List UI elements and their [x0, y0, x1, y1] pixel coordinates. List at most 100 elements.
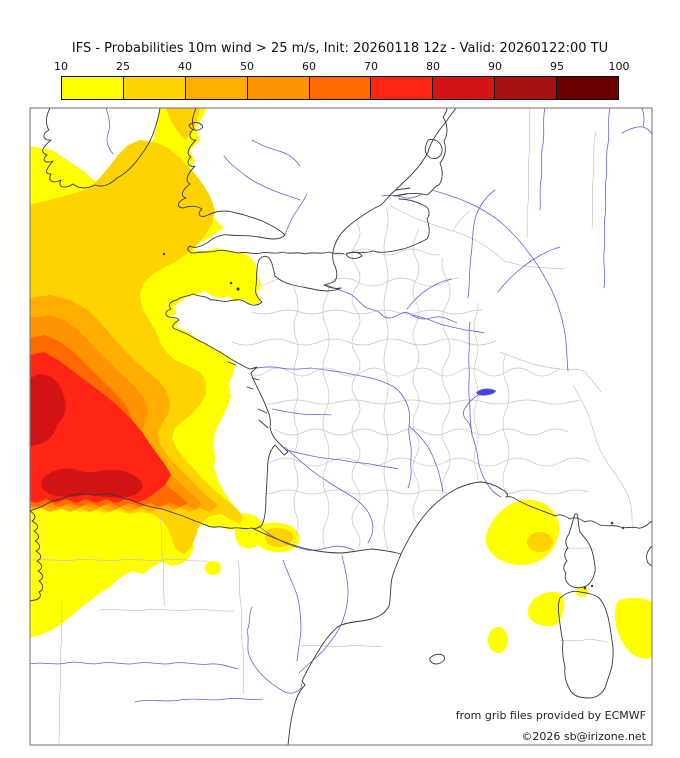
channel-island-2 [229, 281, 233, 285]
coast-france-mediterranean [400, 481, 652, 555]
admin-germany-3 [503, 260, 565, 270]
river-seine [325, 284, 458, 324]
colorbar-cell [62, 77, 124, 99]
river-oise [406, 278, 452, 310]
department-line [351, 221, 361, 552]
coast-menorca [429, 653, 446, 665]
rivers [30, 108, 652, 703]
lake-geneva [476, 388, 497, 396]
coast-sardinia [557, 590, 614, 699]
tuscan-island-1 [610, 521, 614, 525]
colorbar-tick: 95 [550, 60, 564, 73]
attribution-copyright: ©2026 sb@irizone.net [521, 730, 646, 743]
colorbar-cell [557, 77, 619, 99]
page-title: IFS - Probabilities 10m wind > 25 m/s, I… [71, 41, 609, 56]
department-line [473, 206, 479, 552]
department-line [241, 277, 591, 287]
map-frame [29, 107, 653, 746]
contour-10pct-east-sardinia [615, 597, 652, 659]
river-pyrenees-2 [298, 555, 349, 674]
contour-70pct [30, 352, 171, 503]
river-england-1 [251, 139, 301, 167]
contour-10pct-sw-blob [488, 627, 508, 653]
coast-great-britain [177, 108, 448, 255]
border-france-italy [572, 384, 634, 530]
scilly-isles [162, 252, 166, 256]
river-charente [271, 408, 332, 416]
coastlines [30, 108, 652, 745]
admin-sardinia [559, 638, 608, 643]
department-line [293, 206, 299, 552]
colorbar-cell [495, 77, 558, 99]
colorbar-tick: 40 [178, 60, 192, 73]
river-saone [468, 321, 473, 436]
river-germany-2 [603, 108, 611, 289]
border-spain-portugal [58, 600, 63, 745]
river-loire [250, 366, 412, 489]
channel-island-1 [236, 287, 240, 291]
tuscan-island-2 [621, 526, 625, 530]
admin-germany-2 [591, 131, 597, 229]
department-line [251, 489, 589, 495]
river-marne [412, 314, 485, 334]
river-england-2 [223, 155, 301, 201]
river-severn [284, 193, 308, 235]
ijsselmeer [424, 138, 443, 159]
border-belgium-germany [479, 242, 505, 262]
river-garonne [284, 446, 374, 544]
coast-continent-west [30, 108, 457, 530]
colorbar-cell [433, 77, 496, 99]
islands-west-france [227, 361, 269, 429]
coast-isle-of-wight [345, 251, 363, 259]
river-pyrenees-1 [282, 559, 302, 662]
colorbar-cell [247, 77, 310, 99]
admin-spain-2 [159, 515, 166, 607]
river-germany-1 [539, 108, 546, 211]
department-line [251, 399, 601, 405]
river-tajo [134, 698, 264, 703]
river-rhine [431, 189, 569, 372]
colorbar-tick: 70 [364, 60, 378, 73]
admin-corsica [562, 547, 596, 551]
colorbar-cell [309, 77, 372, 99]
colorbar-tick: 10 [54, 60, 68, 73]
coast-tuscany [646, 545, 652, 567]
colorbar-tick: 25 [116, 60, 130, 73]
river-rhone-lower [471, 434, 502, 498]
colorbar-cell [123, 77, 186, 99]
coast-galicia [30, 510, 44, 602]
department-line [412, 213, 420, 552]
border-switzerland [499, 351, 602, 393]
colorbar-tick: 60 [302, 60, 316, 73]
river-ebro [246, 606, 303, 694]
contour-10pct-sardinia-nw [527, 591, 565, 627]
contour-10pct-spain-dot [205, 561, 221, 575]
department-line [231, 338, 581, 346]
river-moselle [497, 246, 561, 293]
coast-spain-mediterranean [287, 553, 402, 745]
maddalena-island-2 [590, 584, 594, 588]
probability-contours [30, 108, 652, 659]
contour-25pct-plume [166, 108, 200, 140]
contour-25pct-corsica-core [527, 532, 553, 552]
admin-germany-1 [526, 108, 531, 239]
border-belgium-netherlands [452, 210, 471, 232]
coast-ireland [42, 108, 161, 189]
river-corner-ne [621, 108, 652, 135]
colorbar-tick: 90 [488, 60, 502, 73]
department-line [241, 457, 591, 467]
department-line [322, 213, 330, 552]
colorbar-cell [371, 77, 434, 99]
admin-spain-5 [301, 645, 383, 647]
maddalena-island-1 [583, 586, 587, 590]
attribution-source: from grib files provided by ECMWF [455, 709, 646, 722]
contour-80pct-core1 [30, 374, 66, 446]
admin-spain-4 [99, 609, 235, 612]
colorbar [61, 76, 619, 100]
river-duero [30, 661, 239, 670]
admin-spain-3 [237, 559, 245, 695]
department-line [231, 428, 569, 436]
river-rhone-upper [462, 394, 479, 436]
border-pyrenees [251, 527, 402, 555]
